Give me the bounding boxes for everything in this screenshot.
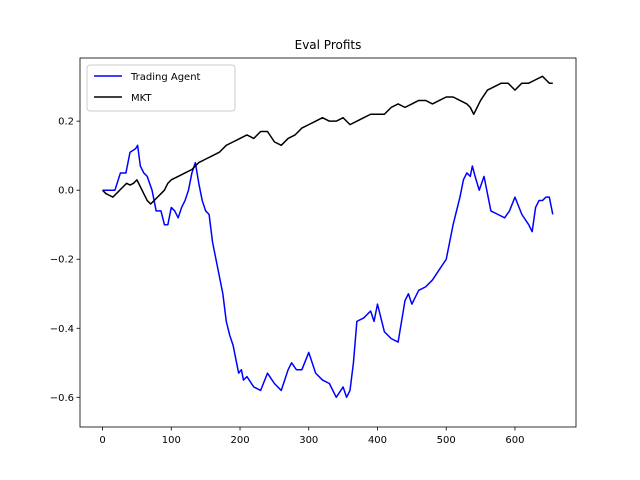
x-tick-label: 0 [99,435,105,446]
series-line-0 [102,144,554,399]
y-tick-label: −0.4 [50,324,74,335]
y-tick-label: −0.2 [50,255,74,266]
legend-label-1: MKT [131,93,152,104]
series-line-1 [102,75,553,205]
legend-label-0: Trading Agent [130,72,201,83]
chart-title: Eval Profits [295,38,362,52]
x-tick-label: 400 [368,435,387,446]
legend-box [86,64,236,112]
y-tick-label: −0.6 [50,393,74,404]
x-tick-label: 100 [162,435,181,446]
axes-frame [79,57,577,428]
x-tick-label: 600 [505,435,524,446]
axes: 0 100 200 300 400 500 600 −0.6 −0.4 −0.2 0.0 0.2 [50,57,577,446]
x-tick-label: 200 [230,435,249,446]
y-tick-label: 0.0 [58,186,74,197]
y-tick-label: 0.2 [58,117,74,128]
x-tick-label: 300 [299,435,318,446]
x-tick-label: 500 [437,435,456,446]
plot-area [102,75,554,399]
legend: Trading Agent MKT [86,64,236,112]
